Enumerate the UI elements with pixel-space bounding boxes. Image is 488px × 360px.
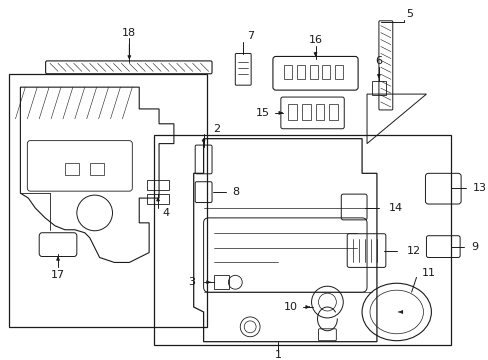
Bar	[309, 66, 317, 79]
Bar	[296, 66, 304, 79]
Bar	[147, 194, 168, 204]
Bar	[283, 66, 291, 79]
Text: 2: 2	[212, 124, 220, 134]
Bar	[329, 104, 338, 120]
Bar	[65, 163, 79, 175]
Text: 3: 3	[188, 277, 195, 287]
Bar	[315, 104, 324, 120]
Text: 9: 9	[470, 242, 477, 252]
Text: 10: 10	[283, 302, 297, 312]
Text: 11: 11	[421, 268, 435, 278]
Bar	[371, 81, 385, 95]
Text: 7: 7	[247, 31, 254, 41]
Bar	[8, 74, 206, 327]
Text: 1: 1	[274, 350, 281, 360]
Bar	[213, 275, 229, 289]
Text: 6: 6	[375, 57, 382, 66]
Text: 16: 16	[308, 35, 322, 45]
Text: 8: 8	[232, 187, 239, 197]
Text: 14: 14	[388, 203, 402, 213]
Text: 13: 13	[472, 183, 486, 193]
Text: 12: 12	[406, 246, 420, 256]
Bar	[322, 66, 330, 79]
Text: 5: 5	[406, 9, 413, 19]
Text: 15: 15	[256, 108, 269, 118]
Bar	[335, 66, 343, 79]
Bar	[154, 135, 450, 345]
Text: 18: 18	[122, 28, 136, 38]
Text: 17: 17	[51, 270, 65, 280]
Bar	[301, 104, 310, 120]
Bar	[287, 104, 296, 120]
Bar	[147, 180, 168, 190]
Text: 4: 4	[162, 208, 169, 218]
Bar	[89, 163, 103, 175]
